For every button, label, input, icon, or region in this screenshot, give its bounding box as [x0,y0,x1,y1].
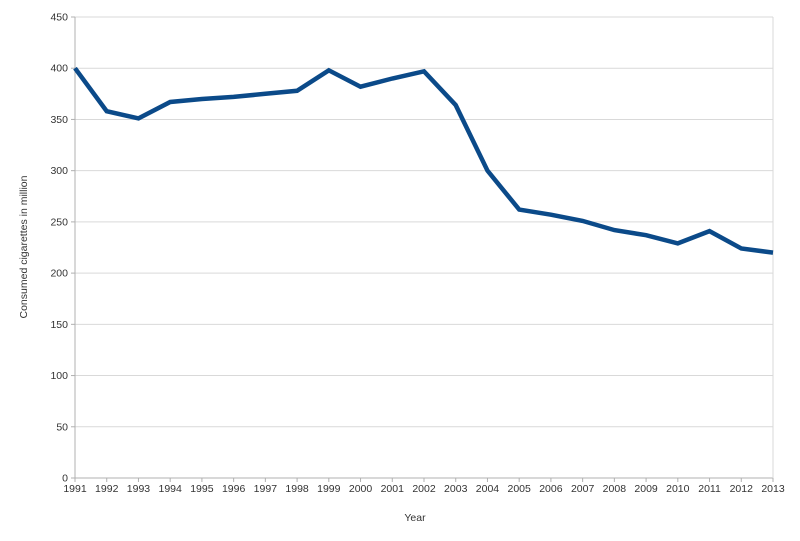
x-tick-label: 1994 [159,483,183,495]
y-tick-label: 300 [50,165,68,177]
x-tick-label: 2009 [634,483,658,495]
x-tick-label: 1993 [127,483,151,495]
x-tick-label: 1991 [63,483,87,495]
x-tick-label: 2013 [761,483,785,495]
x-tick-label: 2005 [508,483,532,495]
data-series-line [73,66,774,255]
x-tick-label: 2006 [539,483,563,495]
y-tick-label: 100 [50,370,68,382]
y-tick-label: 150 [50,319,68,331]
x-axis-title: Year [404,512,426,524]
x-tick-label: 1999 [317,483,341,495]
x-tick-label: 2012 [730,483,754,495]
y-tick-label: 200 [50,268,68,280]
x-tick-label: 2010 [666,483,690,495]
y-tick-label: 250 [50,216,68,228]
x-tick-label: 1996 [222,483,246,495]
y-tick-label: 450 [50,12,68,24]
x-tick-label: 2001 [381,483,405,495]
y-axis-title: Consumed cigarettes in million [18,175,30,319]
x-tick-label: 1992 [95,483,119,495]
x-tick-label: 2011 [698,483,721,495]
x-tick-label: 2003 [444,483,468,495]
x-tick-label: 2000 [349,483,373,495]
y-tick-label: 400 [50,63,68,75]
x-tick-label: 1998 [285,483,309,495]
y-tick-label: 350 [50,114,68,126]
y-tick-label: 0 [62,473,68,485]
x-tick-label: 2002 [412,483,436,495]
x-tick-label: 1997 [254,483,278,495]
x-tick-label: 2008 [603,483,627,495]
x-tick-label: 2007 [571,483,595,495]
x-tick-label: 2004 [476,483,500,495]
x-tick-label: 1995 [190,483,214,495]
y-tick-label: 50 [56,421,68,433]
